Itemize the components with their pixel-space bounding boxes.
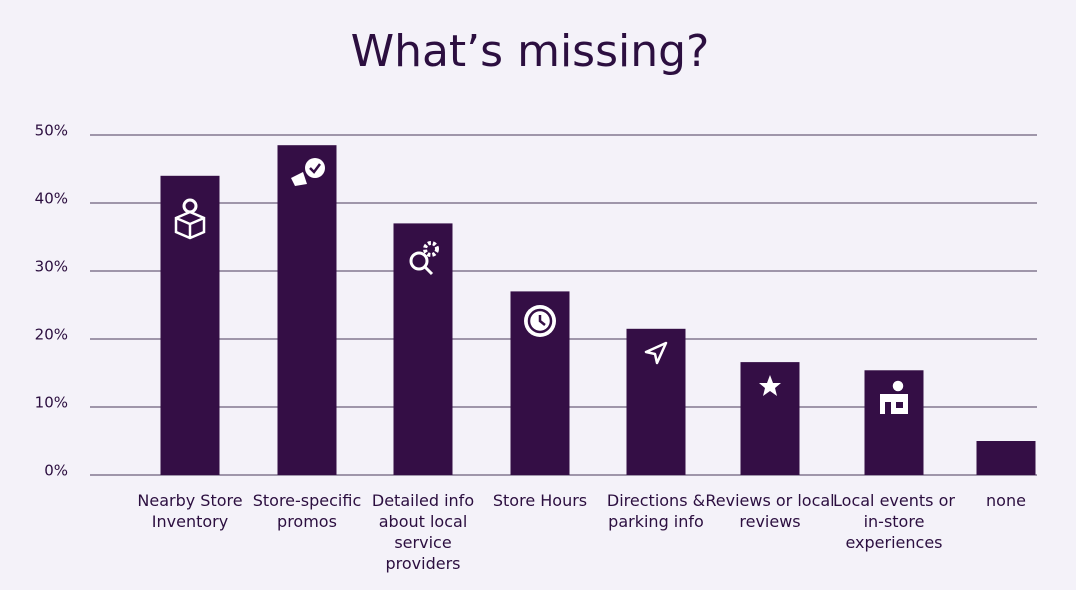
bar	[976, 441, 1036, 475]
x-tick-label: Nearby Store Inventory	[137, 491, 243, 531]
y-tick-label: 20%	[35, 326, 68, 344]
x-tick-label: Local events or in-store experiences	[833, 491, 955, 552]
chart-title: What’s missing?	[351, 26, 710, 77]
bar-icon	[291, 158, 325, 186]
x-tick-label: Store-specific promos	[252, 491, 362, 531]
x-tick-label: none	[986, 491, 1026, 510]
x-tick-label: Reviews or local reviews	[705, 491, 835, 531]
y-tick-label: 50%	[35, 122, 68, 140]
y-tick-label: 10%	[35, 394, 68, 412]
x-tick-label: Store Hours	[492, 491, 588, 510]
bar-icon	[409, 241, 439, 276]
bar-icon	[759, 375, 781, 396]
bar	[277, 145, 337, 475]
bar	[160, 175, 220, 476]
bar-icon	[880, 379, 908, 414]
y-tick-label: 40%	[35, 190, 68, 208]
bar	[393, 223, 453, 475]
bar-icon	[174, 198, 206, 240]
bar-icon	[524, 305, 556, 337]
y-tick-label: 0%	[44, 462, 68, 480]
x-tick-label: Directions & parking info	[606, 491, 706, 531]
x-tick-label: Detailed info about local service provid…	[371, 491, 475, 573]
bar	[626, 328, 686, 475]
bar-icon	[644, 341, 668, 365]
y-tick-label: 30%	[35, 258, 68, 276]
